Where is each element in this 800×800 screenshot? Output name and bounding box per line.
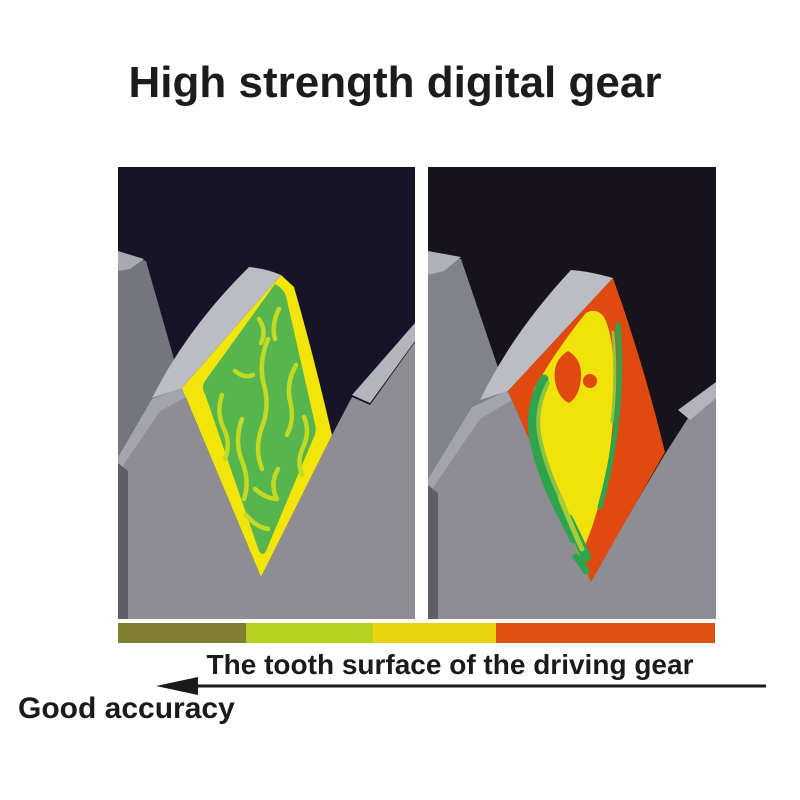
left-gear-render xyxy=(118,167,415,619)
page-title: High strength digital gear xyxy=(128,58,662,107)
left-wall-highlight-edge xyxy=(118,387,188,473)
gear-floor xyxy=(428,389,716,619)
direction-arrow xyxy=(152,674,772,698)
colorbar-segment-1 xyxy=(118,623,247,643)
right-gear-contact-image xyxy=(428,167,716,619)
tooth-top-land xyxy=(152,267,281,398)
green-streaks xyxy=(527,322,623,575)
right-gear-wall-facet xyxy=(352,323,415,403)
contact-patch-yellow xyxy=(531,310,615,557)
caption-text: The tooth surface of the driving gear xyxy=(206,649,694,680)
right-gear-render xyxy=(428,167,716,619)
red-island xyxy=(554,351,582,403)
contact-squiggles xyxy=(217,306,310,532)
contact-patch-green xyxy=(203,284,316,554)
left-arrow-icon xyxy=(156,677,766,695)
colorbar xyxy=(118,623,715,643)
left-gear-wall xyxy=(118,253,182,457)
left-wall-top-facet xyxy=(428,251,461,275)
right-gear-wall-facet xyxy=(678,382,716,420)
good-accuracy-label: Good accuracy xyxy=(18,692,235,725)
left-gear-contact-image xyxy=(118,167,415,619)
left-wall-highlight-edge xyxy=(428,391,512,495)
arrow-head xyxy=(156,677,198,695)
left-gear-wall xyxy=(428,255,506,479)
colorbar-segment-2 xyxy=(246,623,373,643)
red-dot xyxy=(583,374,597,388)
left-edge-shadow xyxy=(118,463,128,619)
gear-floor xyxy=(118,342,415,619)
tooth-top-land xyxy=(480,270,613,400)
left-edge-shadow xyxy=(428,485,438,619)
colorbar-segment-4 xyxy=(496,623,715,643)
left-wall-top-facet xyxy=(118,251,144,271)
colorbar-segment-3 xyxy=(372,623,497,643)
